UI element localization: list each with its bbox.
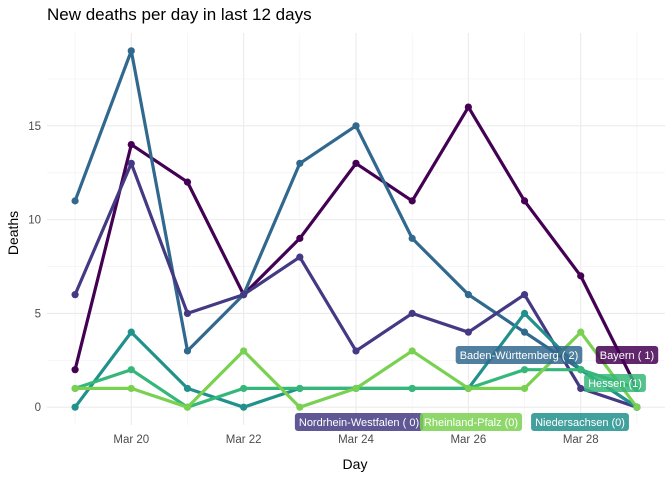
x-tick-label: Mar 22 (226, 434, 262, 446)
y-tick-label: 5 (35, 308, 41, 320)
data-point (520, 384, 529, 393)
series-points (71, 47, 641, 411)
data-point (71, 197, 79, 205)
data-point (127, 328, 135, 336)
data-point (520, 291, 529, 299)
y-tick-label: 15 (28, 121, 41, 133)
x-tick-label: Mar 24 (338, 434, 374, 446)
data-point (352, 347, 360, 355)
data-point (127, 384, 135, 393)
data-point (352, 159, 360, 167)
end-label-box (419, 413, 523, 431)
data-point (183, 178, 192, 186)
end-label-text: Baden-Württemberg ( 2) (460, 350, 579, 362)
data-point (240, 403, 248, 411)
data-point (240, 291, 248, 299)
data-point (520, 197, 529, 205)
data-point (408, 309, 416, 318)
data-point (520, 309, 529, 318)
data-point (464, 291, 472, 299)
data-point (352, 384, 360, 393)
data-point (577, 366, 585, 374)
end-label-box (584, 374, 646, 392)
end-label-box (595, 346, 659, 364)
data-point (127, 47, 135, 55)
data-point (183, 347, 192, 355)
x-tick-label: Mar 20 (113, 434, 149, 446)
data-point (577, 272, 585, 280)
chart-title: New deaths per day in last 12 days (47, 5, 312, 24)
end-labels: Bayern ( 1) Baden-Württemberg ( 2) Nordrhe… (294, 346, 659, 431)
data-point (296, 253, 304, 261)
data-point (408, 347, 416, 355)
data-point (183, 309, 192, 318)
data-point (408, 384, 416, 393)
data-point (183, 384, 192, 393)
end-label-rheinland-pfalz: Rheinland-Pfalz (0) (419, 413, 523, 431)
data-point (296, 403, 304, 411)
end-label-text: Nordrhein-Westfalen ( 0) (299, 417, 419, 429)
y-axis-ticks: 0 5 10 15 (28, 121, 41, 414)
data-point (71, 403, 79, 411)
y-axis-title: Deaths (5, 211, 21, 255)
end-label-bayern: Bayern ( 1) (595, 346, 659, 364)
data-point (71, 384, 79, 393)
end-label-hessen: Hessen (1) (584, 374, 646, 392)
data-point (464, 384, 472, 393)
data-point (183, 403, 192, 411)
data-point (577, 328, 585, 336)
data-point (296, 234, 304, 242)
data-point (127, 366, 135, 374)
data-point (408, 197, 416, 205)
x-axis-title: Day (343, 456, 368, 472)
x-tick-label: Mar 26 (450, 434, 486, 446)
end-label-box (294, 413, 424, 431)
end-label-niedersachsen: Niedersachsen (0) (531, 413, 629, 431)
x-axis-ticks: Mar 20 Mar 22 Mar 24 Mar 26 Mar 28 (113, 434, 598, 446)
end-label-box (531, 413, 629, 431)
data-point (296, 384, 304, 393)
data-point (464, 328, 472, 336)
data-point (352, 122, 360, 130)
data-point (240, 384, 248, 393)
data-point (520, 366, 529, 374)
data-point (127, 140, 135, 149)
end-label-text: Hessen (1) (588, 378, 642, 390)
y-tick-label: 0 (35, 402, 41, 414)
y-tick-label: 10 (28, 215, 41, 227)
data-point (633, 403, 641, 411)
data-point (408, 234, 416, 242)
data-point (71, 291, 79, 299)
data-point (520, 328, 529, 336)
data-point (296, 159, 304, 167)
end-label-box (455, 346, 583, 364)
end-label-nordrhein-westfalen: Nordrhein-Westfalen ( 0) (294, 413, 424, 431)
end-label-text: Niedersachsen (0) (535, 417, 625, 429)
data-point (71, 366, 79, 374)
x-tick-label: Mar 28 (563, 434, 599, 446)
data-point (464, 103, 472, 111)
end-label-text: Rheinland-Pfalz (0) (424, 417, 518, 429)
end-label-text: Bayern ( 1) (600, 350, 654, 362)
data-point (577, 384, 585, 393)
data-point (127, 159, 135, 167)
end-label-baden-w-rttemberg: Baden-Württemberg ( 2) (455, 346, 583, 364)
data-point (240, 347, 248, 355)
